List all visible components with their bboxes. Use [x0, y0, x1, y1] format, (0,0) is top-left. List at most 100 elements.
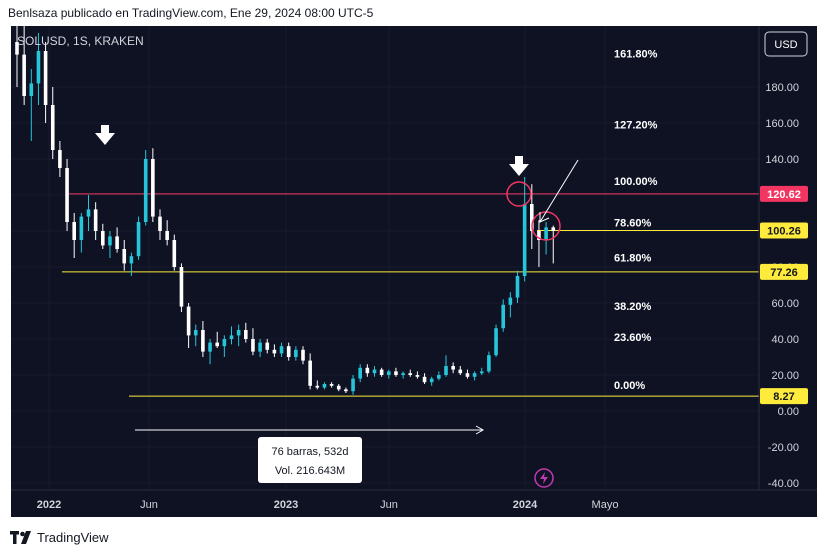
candle — [501, 299, 505, 332]
candle-body — [236, 330, 241, 336]
chart-panel[interactable]: 161.80% 127.20% 100.00% 78.60% 61.80% 38.20% 2… — [11, 0, 817, 517]
candle-body — [15, 42, 19, 55]
candle — [58, 141, 62, 177]
candle-body — [222, 339, 227, 347]
candle — [372, 366, 377, 377]
chart-grid — [11, 26, 759, 490]
candle — [494, 324, 498, 357]
candle — [193, 324, 198, 347]
price-label-box — [760, 263, 808, 280]
tradingview-footer[interactable]: TradingView — [10, 528, 109, 546]
candle-body — [93, 209, 98, 231]
candle — [72, 213, 76, 258]
candle-body — [451, 366, 455, 370]
fib-level-label: 38.20% — [614, 301, 652, 313]
candle — [79, 213, 84, 253]
candle — [108, 231, 112, 258]
candle — [265, 339, 270, 354]
candle — [22, 15, 26, 105]
candle — [530, 184, 534, 249]
candle — [93, 202, 98, 240]
time-axis[interactable]: 2022 Jun 2023 Jun 2024 Mayo — [11, 489, 817, 511]
measure-volume-text: Vol. 216.643M — [275, 465, 345, 477]
candle — [444, 355, 448, 377]
candle — [201, 321, 205, 357]
candle-body — [29, 83, 34, 96]
candle-body — [551, 227, 556, 231]
candle — [136, 216, 141, 260]
candle — [301, 346, 305, 365]
down-arrow-icon[interactable] — [95, 125, 115, 145]
candle — [244, 322, 248, 343]
currency-button[interactable]: USD — [764, 31, 808, 57]
down-arrow-icon[interactable] — [509, 156, 529, 176]
y-tick-label: -20.00 — [768, 442, 799, 454]
highlight-circle[interactable] — [506, 181, 532, 207]
horizontal-level-lines[interactable] — [62, 193, 759, 397]
candle-body — [172, 240, 177, 267]
candle-body — [229, 335, 234, 339]
candle-body — [494, 328, 498, 356]
candle — [308, 353, 312, 390]
candle — [43, 42, 48, 123]
candle — [358, 364, 362, 383]
candle — [336, 384, 341, 392]
diagonal-arrow-icon[interactable] — [539, 159, 579, 223]
candle-body — [265, 342, 270, 350]
candle-body — [165, 231, 169, 240]
price-label-box — [760, 388, 808, 405]
candle-body — [315, 385, 320, 388]
candle — [458, 366, 463, 375]
candle-body — [244, 330, 248, 339]
candle-body — [358, 367, 362, 379]
candle — [387, 369, 391, 379]
price-axis[interactable]: 180.00160.00140.00120.00100.0080.0060.00… — [758, 26, 808, 490]
range-arrow[interactable] — [135, 425, 485, 435]
candle — [294, 346, 298, 361]
candle — [437, 371, 441, 381]
candle — [451, 362, 455, 374]
candle-body — [365, 367, 370, 374]
measure-bars-text: 76 barras, 532d — [271, 446, 348, 458]
candle-body — [36, 51, 41, 84]
candle — [208, 339, 212, 365]
measure-tooltip[interactable]: 76 barras, 532d Vol. 216.643M — [258, 437, 362, 483]
event-lightning-icon[interactable] — [534, 468, 554, 488]
candle-body — [86, 209, 91, 217]
candle-body — [43, 51, 48, 105]
candle-body — [415, 375, 420, 377]
candle-body — [444, 366, 448, 375]
tradingview-brand: TradingView — [37, 529, 109, 545]
price-label-box — [760, 222, 808, 239]
candle-body — [286, 346, 291, 357]
candle — [258, 339, 262, 357]
candle — [50, 87, 55, 159]
fib-level-label: 161.80% — [614, 49, 658, 61]
candle-body — [115, 236, 119, 249]
candle-body — [408, 373, 413, 375]
price-label-text: 120.62 — [767, 189, 801, 201]
candle — [286, 342, 291, 361]
candle-body — [58, 150, 62, 168]
tradingview-logo-icon — [10, 530, 32, 544]
candle-body — [122, 249, 127, 264]
candle — [272, 344, 277, 357]
candle-body — [372, 369, 377, 374]
candle-body — [193, 330, 198, 336]
candle-body — [515, 276, 520, 298]
candle — [236, 324, 241, 347]
candle — [122, 240, 127, 271]
x-tick-label: Jun — [140, 499, 158, 511]
candle-body — [179, 267, 184, 307]
candle — [222, 335, 227, 357]
annotations[interactable]: 76 barras, 532d Vol. 216.643M — [95, 125, 579, 488]
candle-body — [50, 105, 55, 150]
y-tick-label: 0.00 — [778, 406, 799, 418]
publication-header: Benlsaza publicado en TradingView.com, E… — [8, 6, 374, 20]
candle — [129, 252, 134, 276]
candle-body — [294, 349, 298, 357]
x-tick-label: Mayo — [592, 499, 619, 511]
candle — [115, 227, 119, 253]
candlestick-chart[interactable]: 161.80% 127.20% 100.00% 78.60% 61.80% 38.20% 2… — [11, 0, 817, 517]
candle-body — [508, 297, 513, 305]
